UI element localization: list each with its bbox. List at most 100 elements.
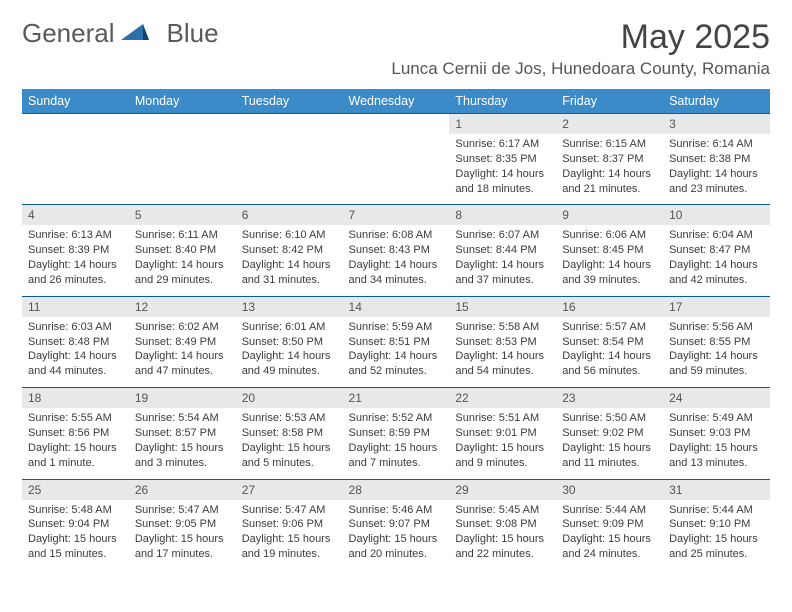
calendar-table: SundayMondayTuesdayWednesdayThursdayFrid…: [22, 89, 770, 570]
day-detail-cell: Sunrise: 6:01 AMSunset: 8:50 PMDaylight:…: [236, 317, 343, 388]
sunrise-line: Sunrise: 6:06 AM: [562, 228, 657, 243]
day-number-cell: 14: [343, 296, 450, 317]
day-number-cell: 8: [449, 205, 556, 226]
sunset-line: Sunset: 8:53 PM: [455, 335, 550, 350]
day-number-row: 18192021222324: [22, 388, 770, 409]
sunrise-line: Sunrise: 5:47 AM: [135, 503, 230, 518]
day-header: Saturday: [663, 89, 770, 114]
day-detail-cell: Sunrise: 5:58 AMSunset: 8:53 PMDaylight:…: [449, 317, 556, 388]
day-detail-cell: Sunrise: 5:59 AMSunset: 8:51 PMDaylight:…: [343, 317, 450, 388]
day-number-cell: 7: [343, 205, 450, 226]
sunset-line: Sunset: 8:49 PM: [135, 335, 230, 350]
day-detail-row: Sunrise: 6:17 AMSunset: 8:35 PMDaylight:…: [22, 134, 770, 205]
sunset-line: Sunset: 8:45 PM: [562, 243, 657, 258]
day-number-cell: 6: [236, 205, 343, 226]
day-detail-cell: Sunrise: 5:57 AMSunset: 8:54 PMDaylight:…: [556, 317, 663, 388]
day-detail-cell: Sunrise: 6:15 AMSunset: 8:37 PMDaylight:…: [556, 134, 663, 205]
day-number-cell: 30: [556, 479, 663, 500]
daylight-line: Daylight: 14 hours and 23 minutes.: [669, 167, 764, 197]
daylight-line: Daylight: 14 hours and 37 minutes.: [455, 258, 550, 288]
day-detail-cell: Sunrise: 6:10 AMSunset: 8:42 PMDaylight:…: [236, 225, 343, 296]
title-block: May 2025 Lunca Cernii de Jos, Hunedoara …: [391, 18, 770, 79]
day-number-cell: 9: [556, 205, 663, 226]
day-header: Thursday: [449, 89, 556, 114]
day-number-cell: 23: [556, 388, 663, 409]
sunrise-line: Sunrise: 6:14 AM: [669, 137, 764, 152]
sunrise-line: Sunrise: 5:59 AM: [349, 320, 444, 335]
day-number-cell: 26: [129, 479, 236, 500]
day-number-cell: 15: [449, 296, 556, 317]
daylight-line: Daylight: 14 hours and 31 minutes.: [242, 258, 337, 288]
day-detail-cell: [22, 134, 129, 205]
sunrise-line: Sunrise: 5:56 AM: [669, 320, 764, 335]
sunset-line: Sunset: 8:58 PM: [242, 426, 337, 441]
day-number-cell: 31: [663, 479, 770, 500]
day-detail-cell: Sunrise: 5:56 AMSunset: 8:55 PMDaylight:…: [663, 317, 770, 388]
sunrise-line: Sunrise: 5:51 AM: [455, 411, 550, 426]
day-detail-cell: Sunrise: 5:54 AMSunset: 8:57 PMDaylight:…: [129, 408, 236, 479]
daylight-line: Daylight: 14 hours and 54 minutes.: [455, 349, 550, 379]
sunrise-line: Sunrise: 5:58 AM: [455, 320, 550, 335]
day-number-cell: 27: [236, 479, 343, 500]
sunrise-line: Sunrise: 5:47 AM: [242, 503, 337, 518]
day-detail-cell: [343, 134, 450, 205]
daylight-line: Daylight: 15 hours and 5 minutes.: [242, 441, 337, 471]
sunset-line: Sunset: 8:59 PM: [349, 426, 444, 441]
day-detail-cell: Sunrise: 6:03 AMSunset: 8:48 PMDaylight:…: [22, 317, 129, 388]
sunset-line: Sunset: 9:09 PM: [562, 517, 657, 532]
day-number-cell: [22, 114, 129, 135]
sunrise-line: Sunrise: 5:44 AM: [562, 503, 657, 518]
day-number-cell: 16: [556, 296, 663, 317]
sunrise-line: Sunrise: 6:02 AM: [135, 320, 230, 335]
day-number-cell: 21: [343, 388, 450, 409]
daylight-line: Daylight: 15 hours and 25 minutes.: [669, 532, 764, 562]
day-number-cell: [236, 114, 343, 135]
day-number-cell: 25: [22, 479, 129, 500]
day-number-cell: 10: [663, 205, 770, 226]
header: General Blue May 2025 Lunca Cernii de Jo…: [22, 18, 770, 79]
sunset-line: Sunset: 9:08 PM: [455, 517, 550, 532]
day-header: Friday: [556, 89, 663, 114]
daylight-line: Daylight: 14 hours and 44 minutes.: [28, 349, 123, 379]
day-detail-cell: Sunrise: 6:08 AMSunset: 8:43 PMDaylight:…: [343, 225, 450, 296]
location: Lunca Cernii de Jos, Hunedoara County, R…: [391, 59, 770, 79]
daylight-line: Daylight: 14 hours and 26 minutes.: [28, 258, 123, 288]
day-header: Wednesday: [343, 89, 450, 114]
sunset-line: Sunset: 8:57 PM: [135, 426, 230, 441]
sunset-line: Sunset: 9:06 PM: [242, 517, 337, 532]
day-detail-cell: Sunrise: 5:50 AMSunset: 9:02 PMDaylight:…: [556, 408, 663, 479]
day-detail-row: Sunrise: 5:48 AMSunset: 9:04 PMDaylight:…: [22, 500, 770, 570]
daylight-line: Daylight: 14 hours and 42 minutes.: [669, 258, 764, 288]
day-detail-cell: Sunrise: 6:17 AMSunset: 8:35 PMDaylight:…: [449, 134, 556, 205]
day-number-cell: 5: [129, 205, 236, 226]
day-detail-cell: Sunrise: 6:11 AMSunset: 8:40 PMDaylight:…: [129, 225, 236, 296]
daylight-line: Daylight: 14 hours and 29 minutes.: [135, 258, 230, 288]
sunrise-line: Sunrise: 5:53 AM: [242, 411, 337, 426]
sunrise-line: Sunrise: 5:49 AM: [669, 411, 764, 426]
day-number-cell: 24: [663, 388, 770, 409]
daylight-line: Daylight: 14 hours and 49 minutes.: [242, 349, 337, 379]
month-title: May 2025: [391, 18, 770, 57]
daylight-line: Daylight: 14 hours and 59 minutes.: [669, 349, 764, 379]
day-detail-cell: Sunrise: 5:45 AMSunset: 9:08 PMDaylight:…: [449, 500, 556, 570]
day-number-cell: [129, 114, 236, 135]
sunrise-line: Sunrise: 5:52 AM: [349, 411, 444, 426]
sunset-line: Sunset: 9:05 PM: [135, 517, 230, 532]
sunrise-line: Sunrise: 6:15 AM: [562, 137, 657, 152]
sunrise-line: Sunrise: 6:10 AM: [242, 228, 337, 243]
day-detail-cell: Sunrise: 6:04 AMSunset: 8:47 PMDaylight:…: [663, 225, 770, 296]
sunrise-line: Sunrise: 5:55 AM: [28, 411, 123, 426]
sunset-line: Sunset: 8:37 PM: [562, 152, 657, 167]
sunset-line: Sunset: 9:01 PM: [455, 426, 550, 441]
sunrise-line: Sunrise: 5:57 AM: [562, 320, 657, 335]
daylight-line: Daylight: 15 hours and 15 minutes.: [28, 532, 123, 562]
daylight-line: Daylight: 15 hours and 17 minutes.: [135, 532, 230, 562]
sunrise-line: Sunrise: 6:01 AM: [242, 320, 337, 335]
daylight-line: Daylight: 14 hours and 34 minutes.: [349, 258, 444, 288]
day-detail-cell: [129, 134, 236, 205]
day-detail-cell: Sunrise: 5:47 AMSunset: 9:05 PMDaylight:…: [129, 500, 236, 570]
day-detail-cell: Sunrise: 6:13 AMSunset: 8:39 PMDaylight:…: [22, 225, 129, 296]
daylight-line: Daylight: 15 hours and 24 minutes.: [562, 532, 657, 562]
logo: General Blue: [22, 18, 219, 49]
day-header: Tuesday: [236, 89, 343, 114]
